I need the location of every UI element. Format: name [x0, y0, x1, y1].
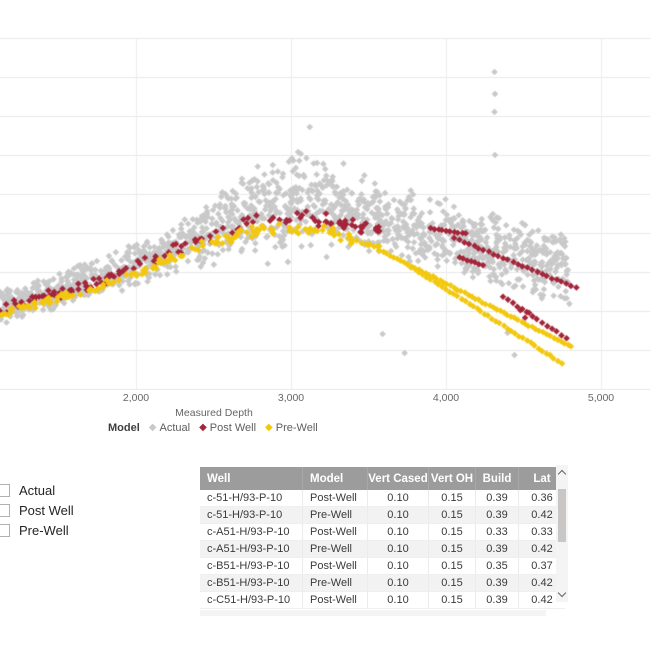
scroll-down-icon[interactable]	[557, 588, 567, 598]
table-cell: 0.42	[518, 540, 565, 558]
legend-diamond-icon: ◆	[199, 421, 207, 433]
table-cell: Post-Well	[302, 557, 368, 575]
legend-diamond-icon: ◆	[265, 421, 273, 433]
slicer-checkbox[interactable]	[0, 483, 10, 497]
slicer-item-label[interactable]: Pre-Well	[19, 522, 69, 538]
table-cell: Post-Well	[302, 490, 368, 507]
table-cell: 0.42	[518, 591, 565, 609]
table-scrollbar[interactable]	[556, 465, 568, 602]
table-cell: 0.15	[428, 557, 476, 575]
table-cell: 0.39	[475, 540, 519, 558]
table-cell: 0.36	[518, 490, 565, 507]
table-cell: 0.39	[475, 506, 519, 524]
legend-item-label: Pre-Well	[275, 421, 318, 434]
table-partial-row	[200, 610, 546, 616]
x-axis-tick: 5,000	[587, 392, 615, 404]
table-cell: 0.39	[475, 490, 519, 507]
table-header-cell[interactable]: Vert Cased	[367, 467, 429, 490]
table-header-cell[interactable]: Lat	[518, 467, 565, 490]
legend-item[interactable]: ◆ Post Well	[199, 422, 256, 434]
table-cell: 0.15	[428, 523, 476, 541]
well-table-grid: Well Model Vert Cased Vert OH Build Lat c-51-…	[200, 467, 565, 609]
table-cell: 0.10	[367, 490, 429, 507]
table-cell: 0.15	[428, 574, 476, 592]
table-cell: 0.33	[475, 523, 519, 541]
table-row[interactable]: c-A51-H/93-P-10 Pre-Well 0.10 0.15 0.39 0.42	[200, 540, 565, 558]
table-row[interactable]: c-A51-H/93-P-10 Post-Well 0.10 0.15 0.33 0.33	[200, 523, 565, 541]
x-axis: 2,000 3,000 4,000 5,000	[0, 392, 650, 406]
x-axis-tick: 3,000	[277, 392, 305, 404]
slicer-item-label[interactable]: Post Well	[19, 502, 74, 518]
table-cell: 0.15	[428, 506, 476, 524]
table-cell: 0.35	[475, 557, 519, 575]
table-row[interactable]: c-51-H/93-P-10 Post-Well 0.10 0.15 0.39 0.36	[200, 490, 565, 507]
table-row[interactable]: c-B51-H/93-P-10 Post-Well 0.10 0.15 0.35 0.37	[200, 557, 565, 575]
x-axis-tick: 2,000	[122, 392, 150, 404]
table-cell: 0.10	[367, 523, 429, 541]
table-cell: c-51-H/93-P-10	[200, 506, 303, 524]
table-cell: 0.10	[367, 540, 429, 558]
table-cell: c-B51-H/93-P-10	[200, 557, 303, 575]
table-header-row: Well Model Vert Cased Vert OH Build Lat	[200, 467, 565, 490]
slicer-checkbox[interactable]	[0, 523, 10, 537]
x-axis-title: Measured Depth	[175, 407, 253, 419]
table-cell: 0.10	[367, 506, 429, 524]
legend-item[interactable]: ◆ Actual	[149, 422, 190, 434]
table-cell: 0.39	[475, 591, 519, 609]
table-cell: 0.10	[367, 591, 429, 609]
table-cell: 0.42	[518, 506, 565, 524]
scroll-up-icon[interactable]	[557, 469, 567, 479]
slicer-item[interactable]: Post Well	[0, 500, 147, 520]
table-cell: c-A51-H/93-P-10	[200, 540, 303, 558]
slicer-item[interactable]: Actual	[0, 480, 147, 500]
table-cell: 0.33	[518, 523, 565, 541]
table-cell: 0.42	[518, 574, 565, 592]
table-row[interactable]: c-C51-H/93-P-10 Post-Well 0.10 0.15 0.39 0.42	[200, 591, 565, 609]
table-header-cell[interactable]: Vert OH	[428, 467, 476, 490]
table-cell: 0.39	[475, 574, 519, 592]
legend-item-label: Post Well	[209, 421, 257, 434]
table-cell: c-51-H/93-P-10	[200, 490, 303, 507]
table-cell: Post-Well	[302, 523, 368, 541]
table-cell: 0.37	[518, 557, 565, 575]
table-header-cell[interactable]: Well	[200, 467, 303, 490]
chart-legend: Model ◆ Actual ◆ Post Well ◆ Pre-Well	[108, 420, 318, 435]
table-cell: c-A51-H/93-P-10	[200, 523, 303, 541]
scatter-plot-canvas[interactable]	[0, 0, 650, 390]
table-header-cell[interactable]: Build	[475, 467, 519, 490]
well-table: Well Model Vert Cased Vert OH Build Lat c-51-…	[200, 467, 565, 616]
slicer-item[interactable]: Pre-Well	[0, 520, 147, 540]
legend-title: Model	[108, 421, 140, 434]
legend-item-label: Actual	[159, 421, 191, 434]
table-header-cell[interactable]: Model	[302, 467, 368, 490]
table-cell: Pre-Well	[302, 574, 368, 592]
model-slicer: Actual Post Well Pre-Well	[0, 480, 147, 540]
table-cell: 0.15	[428, 490, 476, 507]
table-cell: Pre-Well	[302, 540, 368, 558]
x-axis-tick: 4,000	[432, 392, 460, 404]
table-body: c-51-H/93-P-10 Post-Well 0.10 0.15 0.39 0.36 c…	[200, 490, 565, 609]
slicer-item-label[interactable]: Actual	[19, 482, 56, 498]
table-cell: c-B51-H/93-P-10	[200, 574, 303, 592]
table-cell: Post-Well	[302, 591, 368, 609]
table-cell: 0.10	[367, 574, 429, 592]
table-cell: Pre-Well	[302, 506, 368, 524]
legend-diamond-icon: ◆	[148, 421, 157, 433]
legend-item[interactable]: ◆ Pre-Well	[265, 422, 318, 434]
table-row[interactable]: c-51-H/93-P-10 Pre-Well 0.10 0.15 0.39 0.42	[200, 506, 565, 524]
table-cell: 0.15	[428, 591, 476, 609]
table-cell: 0.10	[367, 557, 429, 575]
table-row[interactable]: c-B51-H/93-P-10 Pre-Well 0.10 0.15 0.39 0.42	[200, 574, 565, 592]
slicer-checkbox[interactable]	[0, 503, 10, 517]
scrollbar-thumb[interactable]	[558, 489, 566, 542]
table-cell: 0.15	[428, 540, 476, 558]
table-cell: c-C51-H/93-P-10	[200, 591, 303, 609]
